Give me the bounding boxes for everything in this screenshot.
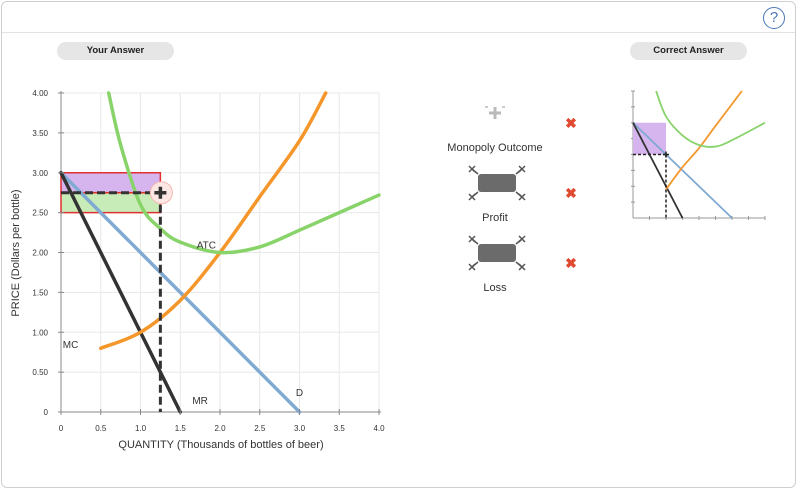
corner-x-mark bbox=[518, 193, 526, 201]
correct-answer-tab[interactable]: Correct Answer bbox=[630, 42, 747, 60]
x-tick-label: 0 bbox=[59, 424, 64, 433]
curve-label-mc: MC bbox=[63, 340, 79, 351]
y-tick-label: 1.00 bbox=[32, 328, 48, 337]
y-tick-label: 0.50 bbox=[32, 368, 48, 377]
plus-point-icon bbox=[489, 107, 501, 119]
palette-label-monopoly: Monopoly Outcome bbox=[447, 142, 542, 154]
curve-mc[interactable] bbox=[99, 91, 328, 350]
x-tick-label: 2.5 bbox=[254, 424, 266, 433]
y-tick-label: 3.50 bbox=[32, 129, 48, 138]
x-tick-label: 0.5 bbox=[95, 424, 107, 433]
palette-label-profit: Profit bbox=[482, 212, 508, 224]
x-tick-label: 3.5 bbox=[334, 424, 346, 433]
mini-curve-atc bbox=[655, 90, 766, 148]
corner-x-mark bbox=[468, 235, 476, 243]
mini-curve-mc bbox=[665, 90, 743, 190]
y-tick-label: 1.50 bbox=[32, 288, 48, 297]
area-tool-icon bbox=[478, 174, 516, 192]
incorrect-mark-loss: ✖ bbox=[565, 255, 577, 271]
x-tick-label: 2.0 bbox=[214, 424, 226, 433]
y-tick-label: 2.50 bbox=[32, 209, 48, 218]
corner-x-mark bbox=[518, 235, 526, 243]
corner-x-mark bbox=[518, 165, 526, 173]
y-tick-label: 4.00 bbox=[32, 89, 48, 98]
mini-curve-d bbox=[632, 122, 733, 219]
mini-curve-mr bbox=[632, 122, 684, 219]
y-tick-label: 3.00 bbox=[32, 169, 48, 178]
corner-x-mark bbox=[468, 193, 476, 201]
mini-outcome-point bbox=[663, 151, 669, 158]
curve-label-mr: MR bbox=[192, 396, 208, 407]
y-tick-label: 0 bbox=[44, 408, 49, 417]
top-bar: ? bbox=[2, 2, 795, 33]
x-axis-label: QUANTITY (Thousands of bottles of beer) bbox=[118, 439, 323, 451]
palette-item-profit[interactable]: Profit bbox=[468, 165, 526, 224]
corner-x-mark bbox=[468, 165, 476, 173]
x-tick-label: 3.0 bbox=[294, 424, 306, 433]
your-answer-tab[interactable]: Your Answer bbox=[57, 42, 174, 60]
curve-atc[interactable] bbox=[106, 91, 381, 255]
x-tick-label: 4.0 bbox=[373, 424, 385, 433]
palette-item-loss[interactable]: Loss bbox=[468, 235, 526, 294]
incorrect-mark-monopoly: ✖ bbox=[565, 115, 577, 131]
palette-label-loss: Loss bbox=[483, 282, 507, 294]
curve-label-d: D bbox=[296, 388, 303, 399]
help-button[interactable]: ? bbox=[763, 7, 785, 29]
curve-label-atc: ATC bbox=[197, 241, 216, 252]
x-tick-label: 1.0 bbox=[135, 424, 147, 433]
palette-item-monopoly[interactable]: Monopoly Outcome bbox=[447, 106, 543, 154]
curve-d[interactable] bbox=[59, 171, 302, 414]
corner-x-mark bbox=[518, 263, 526, 271]
x-tick-label: 1.5 bbox=[175, 424, 187, 433]
curve-mr[interactable] bbox=[59, 171, 182, 414]
monopoly-outcome-point[interactable] bbox=[154, 186, 167, 199]
y-tick-label: 2.00 bbox=[32, 249, 48, 258]
incorrect-mark-profit: ✖ bbox=[565, 185, 577, 201]
y-axis-label: PRICE (Dollars per bottle) bbox=[10, 189, 22, 316]
corner-x-mark bbox=[468, 263, 476, 271]
area-tool-icon bbox=[478, 244, 516, 262]
